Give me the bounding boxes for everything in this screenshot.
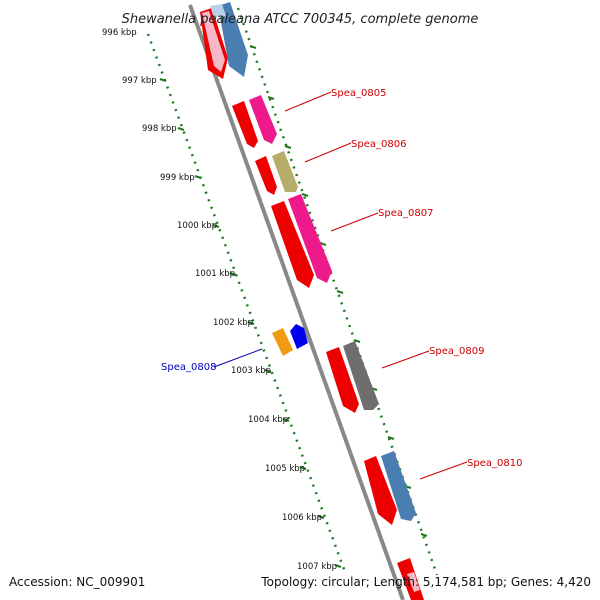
tick-label-1002: 1002 kbp (213, 318, 253, 328)
gene-feature-spea-0805 (249, 95, 277, 144)
gene-feature-spea-0808 (272, 328, 293, 356)
gene-feature-996-d (210, 4, 226, 18)
gene-feature-spea-0807a (271, 201, 314, 288)
tick-label-1000: 1000 kbp (177, 221, 217, 231)
gene-feature-996-b (202, 11, 225, 72)
gene-label-spea-0810[interactable]: Spea_0810 (467, 458, 522, 469)
gene-feature-spea-0806 (272, 151, 298, 192)
inner-major-ticks (159, 78, 342, 568)
tick-label-999: 999 kbp (160, 173, 195, 183)
leader-spea-0807 (330, 212, 379, 232)
tick-label-997: 997 kbp (122, 76, 157, 86)
gene-feature-spea-0810 (381, 451, 416, 521)
gene-features (200, 2, 424, 600)
outer-major-ticks (249, 45, 428, 537)
tick-label-1006: 1006 kbp (282, 513, 322, 523)
gene-feature-spea-0809 (343, 341, 379, 410)
gene-label-spea-0805[interactable]: Spea_0805 (331, 88, 386, 99)
leader-spea-0805 (284, 91, 332, 112)
gene-label-spea-0806[interactable]: Spea_0806 (351, 139, 406, 150)
leader-spea-0808 (213, 348, 263, 368)
tick-label-996: 996 kbp (102, 28, 137, 38)
gene-feature-spea-0808b (290, 324, 308, 349)
gene-label-spea-0809[interactable]: Spea_0809 (429, 346, 484, 357)
leader-spea-0809 (381, 350, 430, 369)
tick-label-998: 998 kbp (142, 124, 177, 134)
gene-feature-spea-0804 (232, 101, 258, 148)
gene-label-spea-0807[interactable]: Spea_0807 (378, 208, 433, 219)
gene-feature-spea-0806a (255, 156, 277, 195)
gene-feature-spea-0809a (326, 347, 359, 413)
tick-label-1005: 1005 kbp (265, 464, 305, 474)
tick-label-1001: 1001 kbp (195, 269, 235, 279)
genome-summary-text: Topology: circular; Length: 5,174,581 bp… (260, 575, 591, 589)
tick-label-1003: 1003 kbp (231, 366, 271, 376)
accession-text: Accession: NC_009901 (9, 575, 145, 589)
gene-label-spea-0808[interactable]: Spea_0808 (161, 362, 216, 373)
leader-spea-0806 (304, 142, 352, 163)
map-title: Shewanella pealeana ATCC 700345, complet… (122, 12, 479, 27)
gene-leader-lines (213, 91, 468, 480)
tick-label-1007: 1007 kbp (297, 562, 337, 572)
genome-backbone (188, 4, 405, 600)
gene-feature-996-c (218, 2, 248, 77)
leader-spea-0810 (419, 461, 468, 480)
gene-feature-spea-0807 (288, 194, 332, 283)
gene-feature-1007-b (407, 572, 420, 592)
tick-label-1004: 1004 kbp (248, 415, 288, 425)
gene-feature-spea-0810a (364, 456, 397, 525)
